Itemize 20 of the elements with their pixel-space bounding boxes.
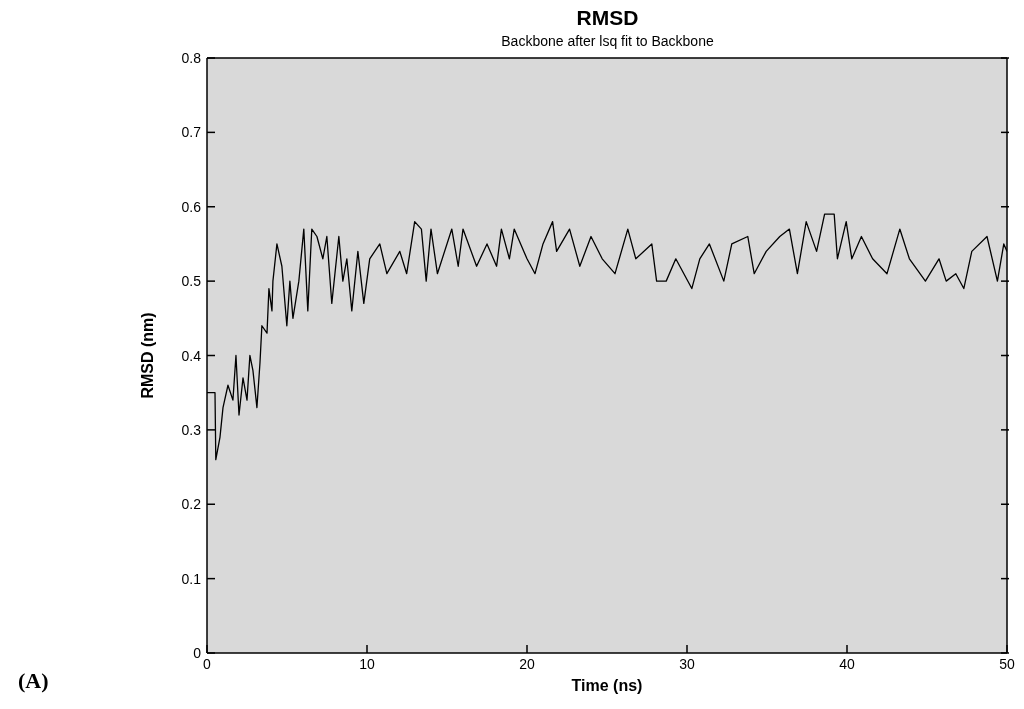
chart-title: RMSD (575, 6, 640, 30)
y-axis-title: RMSD (nm) (138, 312, 156, 399)
chart-subtitle: Backbone after lsq fit to Backbone (500, 33, 715, 49)
y-tick-label: 0.2 (181, 496, 202, 513)
x-tick-label: 20 (519, 656, 535, 672)
y-tick-label: 0.8 (181, 50, 202, 66)
x-tick-label: 0 (203, 656, 212, 672)
y-tick-label: 0.1 (181, 570, 202, 587)
y-tick-label: 0.5 (181, 273, 202, 290)
y-tick-label: 0 (193, 645, 202, 661)
y-tick-label: 0.6 (181, 198, 202, 215)
x-tick-label: 10 (359, 656, 375, 672)
y-tick-label: 0.4 (181, 347, 202, 364)
x-tick-label: 40 (839, 656, 855, 672)
x-axis-title: Time (ns) (571, 677, 643, 694)
text: (A) (18, 668, 49, 694)
y-tick-label: 0.7 (181, 124, 202, 141)
x-tick-label: 30 (679, 656, 695, 672)
y-tick-label: 0.3 (181, 421, 202, 438)
x-tick-label: 50 (999, 656, 1015, 672)
